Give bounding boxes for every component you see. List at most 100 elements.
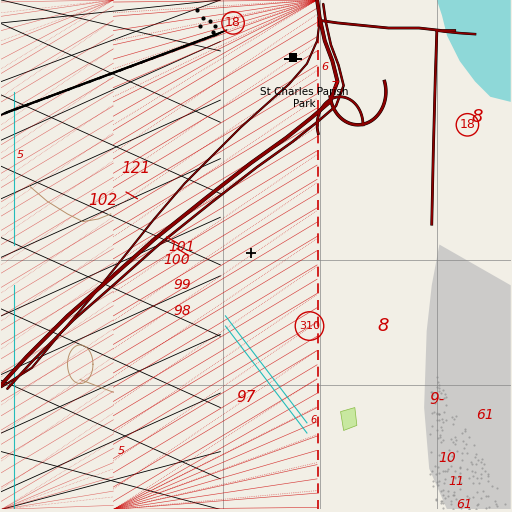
Text: 8: 8 xyxy=(472,108,483,126)
Point xyxy=(457,504,465,512)
Point xyxy=(471,453,479,461)
Text: 8: 8 xyxy=(378,317,389,335)
Point xyxy=(493,483,501,492)
Point xyxy=(452,495,460,503)
Point xyxy=(449,505,457,512)
Point xyxy=(474,500,482,508)
Point xyxy=(441,393,450,401)
Point xyxy=(444,492,452,500)
Point xyxy=(429,482,437,490)
Point xyxy=(458,429,466,437)
Point xyxy=(437,487,445,495)
Point xyxy=(456,463,464,472)
Point xyxy=(435,452,443,460)
Text: 99: 99 xyxy=(173,279,191,292)
Point xyxy=(439,499,447,507)
Polygon shape xyxy=(289,53,297,62)
Point xyxy=(437,437,445,445)
Point xyxy=(429,391,437,399)
Point xyxy=(453,447,461,455)
Point xyxy=(484,472,493,480)
Point xyxy=(429,388,437,396)
Point xyxy=(439,418,447,426)
Point xyxy=(439,491,447,499)
Text: 310: 310 xyxy=(299,321,320,331)
Point xyxy=(483,470,492,478)
Point xyxy=(441,494,450,502)
Point xyxy=(438,425,446,434)
Point xyxy=(481,467,489,475)
Text: 5: 5 xyxy=(117,446,124,456)
Text: 61: 61 xyxy=(456,498,472,511)
Polygon shape xyxy=(340,408,357,431)
Text: 97: 97 xyxy=(236,390,255,405)
Point xyxy=(458,456,466,464)
Point xyxy=(432,470,440,478)
Text: 101: 101 xyxy=(169,240,196,254)
Point xyxy=(465,494,474,502)
Point xyxy=(487,482,496,490)
Point xyxy=(433,410,441,418)
Point xyxy=(444,486,452,495)
Point xyxy=(473,474,481,482)
Point xyxy=(440,478,448,486)
Point xyxy=(433,426,441,434)
Point xyxy=(473,488,481,497)
Point xyxy=(477,470,485,478)
Point xyxy=(442,467,451,475)
Point xyxy=(461,424,470,433)
Point xyxy=(448,452,456,460)
Point xyxy=(451,474,459,482)
Point xyxy=(426,470,435,478)
Point xyxy=(439,486,447,494)
Point xyxy=(484,477,492,485)
Point xyxy=(444,465,452,473)
Point xyxy=(451,466,459,475)
Point xyxy=(426,430,435,438)
Point xyxy=(456,474,464,482)
Point xyxy=(438,497,446,505)
Text: 98: 98 xyxy=(173,304,191,318)
Point xyxy=(485,503,494,511)
Point xyxy=(456,485,464,494)
Point xyxy=(432,496,440,504)
Point xyxy=(468,460,476,468)
Text: 6: 6 xyxy=(322,62,329,72)
Point xyxy=(437,423,445,431)
Point xyxy=(456,468,464,477)
Point xyxy=(482,492,490,500)
Point xyxy=(436,431,444,439)
Point xyxy=(429,477,437,485)
Point xyxy=(450,491,458,499)
Point xyxy=(444,446,453,454)
Point xyxy=(436,433,444,441)
Point xyxy=(433,409,441,417)
Point xyxy=(435,387,443,395)
Point xyxy=(432,389,440,397)
Text: 102: 102 xyxy=(89,193,118,208)
Point xyxy=(440,394,448,402)
Point xyxy=(431,399,439,408)
Point xyxy=(451,473,459,481)
Point xyxy=(434,463,442,471)
Text: 5: 5 xyxy=(17,151,24,160)
Point xyxy=(428,409,436,417)
Point xyxy=(463,465,472,473)
Point xyxy=(447,500,455,508)
Point xyxy=(431,462,439,471)
Point xyxy=(478,464,486,473)
Point xyxy=(435,383,443,392)
Text: 100: 100 xyxy=(164,253,190,267)
Text: 11: 11 xyxy=(448,475,464,488)
Point xyxy=(447,497,455,505)
Point xyxy=(442,416,451,424)
Point xyxy=(478,455,486,463)
Point xyxy=(439,504,447,512)
Point xyxy=(442,401,450,410)
Point xyxy=(450,415,458,423)
Point xyxy=(438,415,446,423)
Point xyxy=(427,448,435,456)
Point xyxy=(426,388,435,396)
Point xyxy=(465,505,473,512)
Point xyxy=(501,500,509,508)
